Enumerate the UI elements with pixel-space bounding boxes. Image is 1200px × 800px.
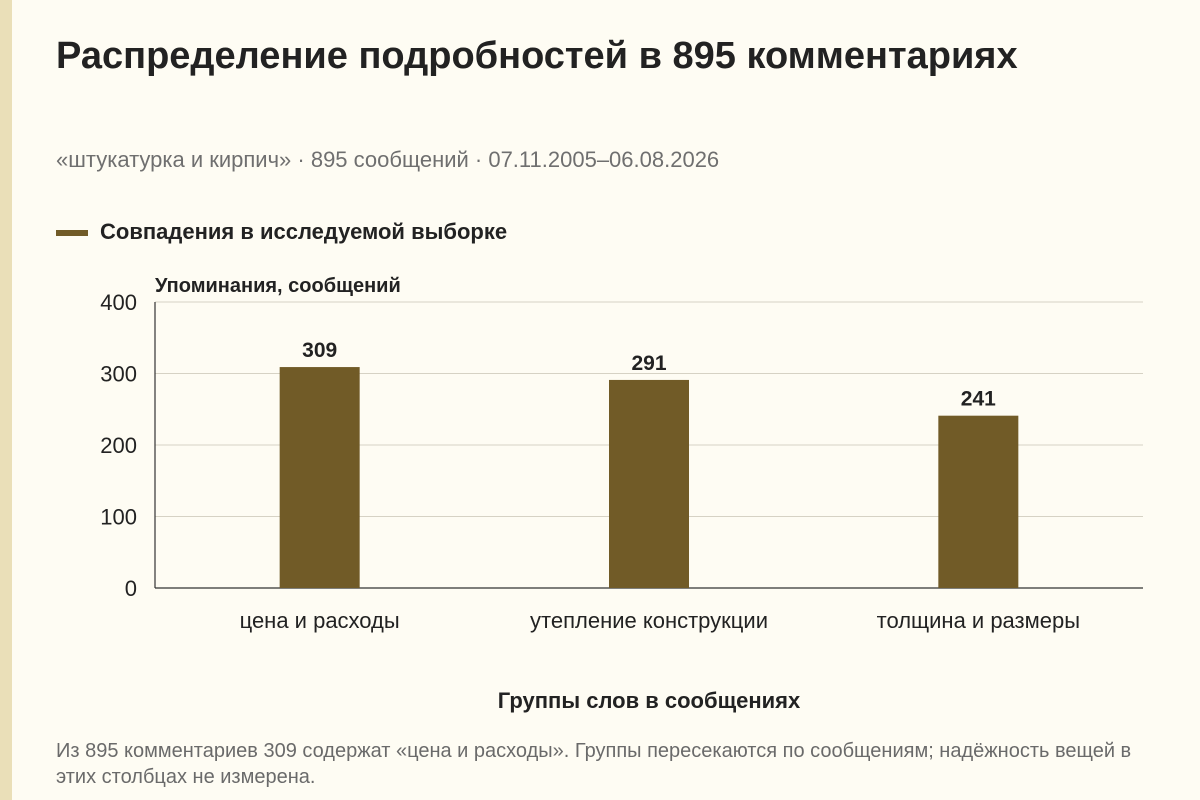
y-tick-label: 200: [100, 433, 137, 458]
data-label: 309: [302, 339, 337, 362]
x-tick-label: утепление конструкции: [530, 608, 768, 633]
chart-subtitle: «штукатурка и кирпич» · 895 сообщений · …: [56, 147, 720, 172]
y-axis-label: Упоминания, сообщений: [155, 275, 401, 297]
bar-chart: 0 100 200 300 400 Упоминания, сообщений 309 цен…: [100, 275, 1143, 713]
y-tick-label: 400: [100, 290, 137, 315]
x-tick-label: толщина и размеры: [877, 608, 1080, 633]
legend: Совпадения в исследуемой выборке: [56, 218, 507, 246]
legend-label: Совпадения в исследуемой выборке: [100, 219, 508, 244]
bar-2: [609, 379, 689, 588]
data-label: 291: [631, 352, 666, 375]
x-axis-label: Группы слов в сообщениях: [498, 688, 801, 713]
data-label: 241: [961, 388, 996, 411]
y-tick-label: 100: [100, 505, 137, 530]
left-accent-stripe: [0, 0, 12, 800]
legend-swatch: [56, 230, 88, 236]
bar-3: [938, 415, 1019, 588]
chart-title: Распределение подробностей в 895 коммент…: [56, 35, 1018, 77]
y-tick-label: 300: [100, 362, 137, 387]
x-tick-label: цена и расходы: [240, 608, 400, 633]
footnote: Из 895 комментариев 309 содержат «цена и…: [56, 740, 1132, 788]
bar-1: [279, 367, 360, 588]
y-tick-label: 0: [125, 576, 137, 601]
